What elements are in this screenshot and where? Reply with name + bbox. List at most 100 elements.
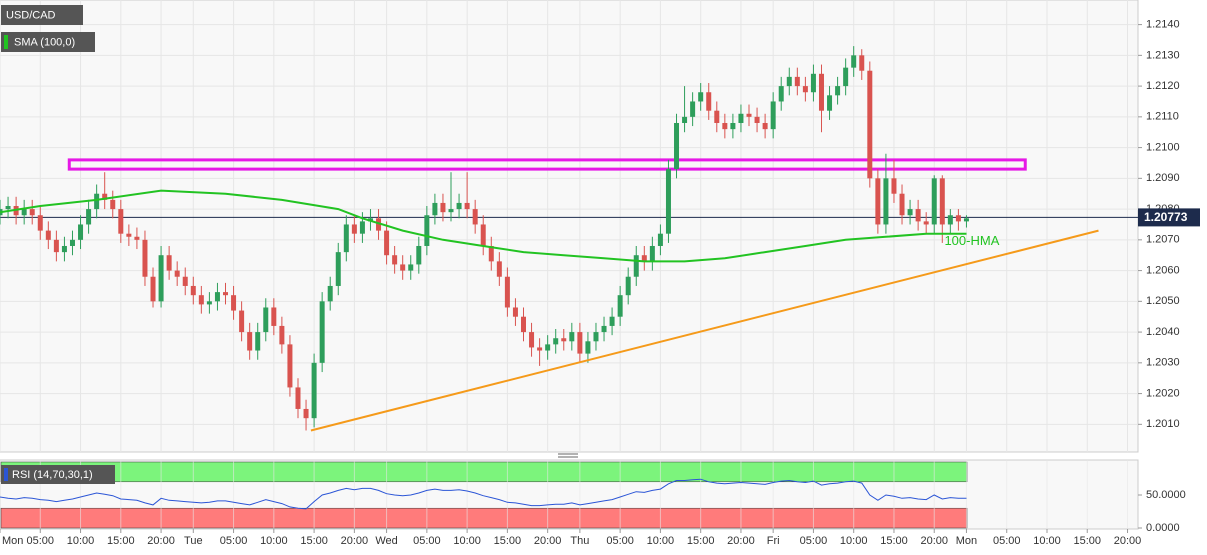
resistance-zone	[67, 158, 1027, 171]
candle-body	[520, 316, 526, 333]
candle-body	[786, 76, 792, 87]
candle-body	[295, 387, 301, 409]
legend-box	[1, 32, 95, 52]
candle-body	[625, 276, 631, 296]
x-tick-label: Fri	[767, 535, 780, 547]
candle-body	[641, 255, 647, 262]
candle-body	[214, 292, 220, 302]
candle-body	[480, 224, 486, 246]
candle-body	[754, 116, 760, 123]
candle-body	[61, 245, 67, 253]
candle-body	[319, 301, 325, 363]
candle-body	[69, 239, 75, 246]
y-tick-label: 1.2130	[1146, 49, 1180, 61]
overbought-band	[0, 461, 968, 483]
candle-body	[166, 255, 172, 271]
x-tick-label: 05:00	[800, 535, 828, 547]
candle-body	[537, 347, 543, 351]
y-tick-label: 1.2010	[1146, 418, 1180, 430]
candle-body	[53, 239, 59, 253]
x-tick-label: 15:00	[880, 535, 908, 547]
candle-body	[343, 224, 349, 253]
candle-body	[335, 252, 341, 286]
candle-body	[867, 70, 873, 179]
last-price-box	[1138, 208, 1200, 227]
candle-body	[778, 86, 784, 102]
candle-body	[633, 255, 639, 277]
candle-body	[706, 92, 712, 111]
x-tick-label: Thu	[570, 535, 589, 547]
x-tick-label: 10:00	[67, 535, 95, 547]
candle-body	[665, 169, 671, 234]
candle-body	[78, 224, 84, 240]
candle-body	[899, 193, 905, 216]
x-tick-label: 10:00	[647, 535, 675, 547]
y-tick-label: 1.2140	[1146, 19, 1180, 31]
candle-body	[859, 55, 865, 71]
candle-body	[206, 301, 212, 305]
candle-body	[384, 230, 390, 256]
candle-body	[939, 178, 945, 225]
candle-body	[915, 209, 921, 222]
candle-body	[931, 178, 937, 225]
candle-body	[947, 215, 953, 225]
candle-body	[810, 73, 816, 93]
x-tick-label: 20:00	[920, 535, 948, 547]
candle-body	[609, 316, 615, 326]
candle-body	[223, 292, 229, 296]
x-tick-label: Wed	[375, 535, 397, 547]
candle-body	[5, 206, 11, 210]
candle-body	[392, 255, 398, 265]
candle-body	[45, 230, 51, 240]
candle-body	[657, 233, 663, 246]
candle-body	[963, 218, 969, 222]
candle-body	[851, 55, 857, 68]
candle-body	[891, 178, 897, 194]
candle-body	[835, 86, 841, 96]
candle-body	[359, 221, 365, 234]
candle-body	[488, 245, 494, 262]
y-tick-label: 1.2020	[1146, 387, 1180, 399]
trend-line	[310, 229, 1099, 432]
y-tick-label: 1.2060	[1146, 264, 1180, 276]
candle-body	[231, 295, 237, 311]
candle-body	[142, 239, 148, 277]
candle-body	[327, 285, 333, 302]
candle-body	[674, 122, 680, 170]
candle-body	[29, 209, 35, 216]
candle-body	[408, 264, 414, 271]
candle-body	[472, 209, 478, 225]
candle-body	[424, 215, 430, 246]
candle-body	[239, 310, 245, 333]
candle-body	[593, 332, 599, 342]
candle-body	[746, 113, 752, 117]
candle-body	[827, 95, 833, 111]
candle-body	[529, 332, 535, 348]
y-tick-label: 1.2040	[1146, 326, 1180, 338]
rsi-title: RSI (14,70,30,1)	[12, 469, 93, 481]
y-tick-label: 1.2050	[1146, 295, 1180, 307]
panel-handle	[558, 453, 578, 458]
candle-body	[955, 215, 961, 222]
candle-body	[601, 325, 607, 333]
y-tick-label: 50.0000	[1146, 489, 1186, 501]
candle-body	[150, 276, 156, 302]
x-tick-label: 10:00	[453, 535, 481, 547]
x-tick-label: Mon	[956, 535, 977, 547]
candle-body	[376, 218, 382, 231]
candle-body	[287, 344, 293, 388]
candle-body	[496, 261, 502, 277]
candle-body	[448, 209, 454, 213]
candle-body	[569, 332, 575, 342]
candle-body	[577, 332, 583, 354]
x-tick-label: 15:00	[107, 535, 135, 547]
y-tick-label: 1.2090	[1146, 172, 1180, 184]
x-tick-label: 05:00	[413, 535, 441, 547]
candle-body	[883, 178, 889, 225]
rsi-line	[0, 478, 967, 510]
x-tick-label: Tue	[184, 535, 203, 547]
oversold-band	[0, 507, 968, 529]
candle-body	[198, 295, 204, 305]
candle-body	[118, 209, 124, 234]
candle-body	[617, 295, 623, 317]
